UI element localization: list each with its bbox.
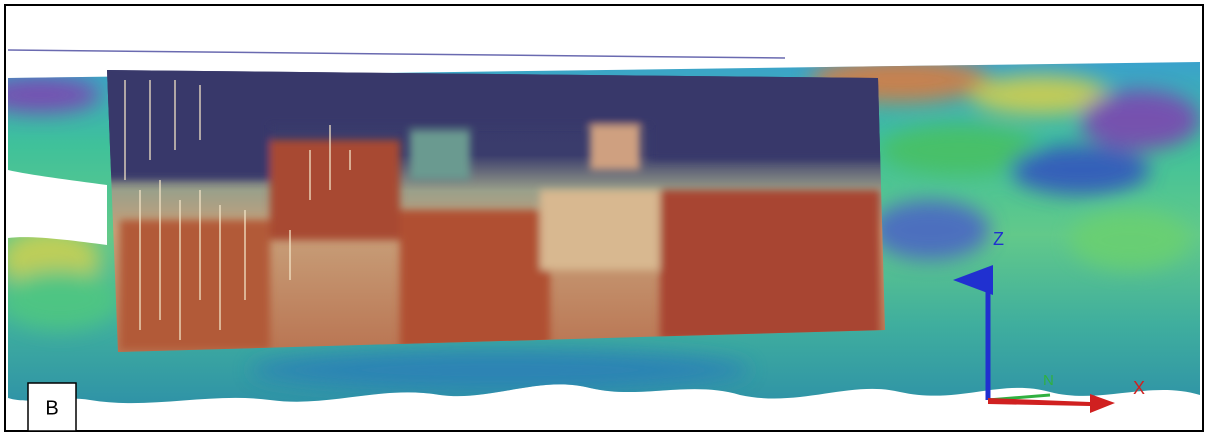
resistivity-section [107,70,885,352]
horizon-line [7,49,786,59]
n-axis-label: N [1043,372,1054,389]
z-axis-label: Z [993,229,1004,249]
panel-label-box [27,382,77,432]
x-axis-label: X [1133,378,1145,398]
gap [8,170,107,245]
panel-label: B [45,397,58,419]
axis-triad: Z N X [953,229,1145,413]
